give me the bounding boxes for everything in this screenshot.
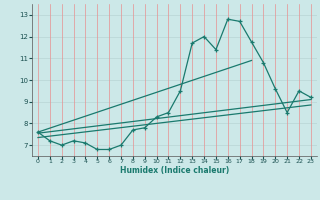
X-axis label: Humidex (Indice chaleur): Humidex (Indice chaleur) <box>120 166 229 175</box>
